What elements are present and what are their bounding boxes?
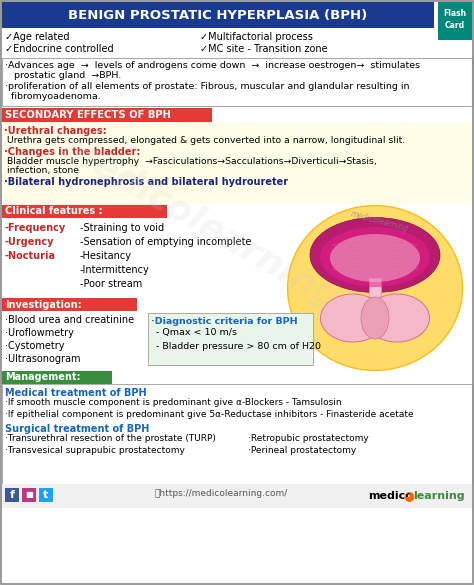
Bar — [22, 488, 36, 502]
Text: ·Ultrasonogram: ·Ultrasonogram — [5, 354, 81, 364]
Text: ·Transvesical suprapubic prostatectomy: ·Transvesical suprapubic prostatectomy — [5, 446, 185, 455]
Text: -Poor stream: -Poor stream — [80, 279, 142, 289]
Text: ·Urethral changes:: ·Urethral changes: — [4, 126, 107, 136]
Text: ✓MC site - Transition zone: ✓MC site - Transition zone — [200, 44, 328, 54]
Text: -Intermittency: -Intermittency — [80, 265, 150, 275]
Text: ·Retropubic prostatectomy: ·Retropubic prostatectomy — [248, 434, 369, 443]
Text: Bladder muscle hypertrophy  →Fasciculations→Sacculations→Diverticuli→Stasis,: Bladder muscle hypertrophy →Fasciculatio… — [4, 157, 377, 166]
Text: ·Transurethral resection of the prostate (TURP): ·Transurethral resection of the prostate… — [5, 434, 216, 443]
Text: -Hesitancy: -Hesitancy — [80, 251, 132, 261]
Text: ·Perineal prostatectomy: ·Perineal prostatectomy — [248, 446, 356, 455]
Bar — [2, 371, 112, 384]
Text: BENIGN PROSTATIC HYPERPLASIA (BPH): BENIGN PROSTATIC HYPERPLASIA (BPH) — [68, 9, 368, 22]
Text: -Straining to void: -Straining to void — [80, 223, 164, 233]
Text: Card: Card — [445, 22, 465, 30]
Text: Urethra gets compressed, elongated & gets converted into a narrow, longitudinal : Urethra gets compressed, elongated & get… — [4, 136, 405, 145]
Text: -Nocturia: -Nocturia — [5, 251, 56, 261]
Bar — [369, 278, 381, 308]
Ellipse shape — [365, 294, 429, 342]
Bar — [2, 298, 137, 311]
Bar — [5, 488, 19, 502]
Text: ·Cystometry: ·Cystometry — [5, 341, 64, 351]
Text: ·If epithelial component is predominant give 5α-Reductase inhibitors - Finasteri: ·If epithelial component is predominant … — [5, 410, 414, 419]
Bar — [2, 384, 472, 484]
Text: infection, stone: infection, stone — [4, 166, 79, 175]
Text: -Frequency: -Frequency — [5, 223, 66, 233]
Text: ✓Age related: ✓Age related — [5, 32, 70, 42]
Text: Clinical features :: Clinical features : — [5, 207, 102, 216]
Bar — [438, 2, 472, 40]
Bar — [2, 108, 212, 122]
Text: Flash: Flash — [444, 9, 466, 19]
Text: medico: medico — [368, 491, 413, 501]
Text: ⓘhttps://medicolearning.com/: ⓘhttps://medicolearning.com/ — [155, 489, 288, 498]
Text: ✓Multifactorial process: ✓Multifactorial process — [200, 32, 313, 42]
Bar — [0, 484, 474, 508]
Text: medicolearning: medicolearning — [350, 209, 410, 233]
Ellipse shape — [310, 218, 440, 292]
Text: prostatic gland  →BPH.: prostatic gland →BPH. — [5, 71, 121, 80]
Ellipse shape — [361, 297, 389, 339]
Text: ·proliferation of all elements of prostate: Fibrous, muscular and glandular resu: ·proliferation of all elements of prosta… — [5, 82, 410, 91]
Ellipse shape — [320, 294, 385, 342]
Text: Management:: Management: — [5, 373, 81, 383]
Text: medicolearning: medicolearning — [55, 130, 345, 317]
Text: learning: learning — [413, 491, 465, 501]
Text: -Sensation of emptying incomplete: -Sensation of emptying incomplete — [80, 237, 252, 247]
Ellipse shape — [330, 234, 420, 282]
Text: Investigation:: Investigation: — [5, 300, 82, 309]
Bar — [39, 488, 53, 502]
Text: SECONDARY EFFECTS OF BPH: SECONDARY EFFECTS OF BPH — [5, 110, 171, 120]
Text: ·Advances age  →  levels of androgens come down  →  increase oestrogen→  stimula: ·Advances age → levels of androgens come… — [5, 61, 420, 70]
Bar — [2, 122, 472, 204]
Text: ·Blood urea and creatinine: ·Blood urea and creatinine — [5, 315, 134, 325]
Bar — [2, 311, 472, 371]
Text: t: t — [44, 490, 49, 500]
Text: ·Uroflowmetry: ·Uroflowmetry — [5, 328, 74, 338]
Text: ·Diagnostic criteria for BPH: ·Diagnostic criteria for BPH — [151, 317, 298, 326]
Bar — [2, 58, 472, 106]
Text: -Urgency: -Urgency — [5, 237, 55, 247]
Ellipse shape — [320, 227, 430, 287]
Bar — [2, 205, 167, 218]
Ellipse shape — [288, 205, 463, 370]
Text: Medical treatment of BPH: Medical treatment of BPH — [5, 388, 146, 398]
Bar — [2, 2, 434, 28]
Text: f: f — [9, 490, 15, 500]
Text: ■: ■ — [25, 490, 33, 500]
Text: ·Changes in the bladder:: ·Changes in the bladder: — [4, 147, 140, 157]
Text: ◕: ◕ — [403, 490, 414, 503]
Text: ✓Endocrine controlled: ✓Endocrine controlled — [5, 44, 114, 54]
Text: Surgical treatment of BPH: Surgical treatment of BPH — [5, 424, 149, 434]
Text: ·Bilateral hydronephrosis and bilateral hydroureter: ·Bilateral hydronephrosis and bilateral … — [4, 177, 288, 187]
Text: fibromyoadenoma.: fibromyoadenoma. — [5, 92, 101, 101]
Bar — [148, 313, 313, 365]
Text: ·If smooth muscle component is predominant give α-Blockers - Tamsulosin: ·If smooth muscle component is predomina… — [5, 398, 342, 407]
Text: - Qmax < 10 m/s: - Qmax < 10 m/s — [156, 328, 237, 337]
Bar — [2, 218, 472, 298]
Text: - Bladder pressure > 80 cm of H20: - Bladder pressure > 80 cm of H20 — [156, 342, 321, 351]
